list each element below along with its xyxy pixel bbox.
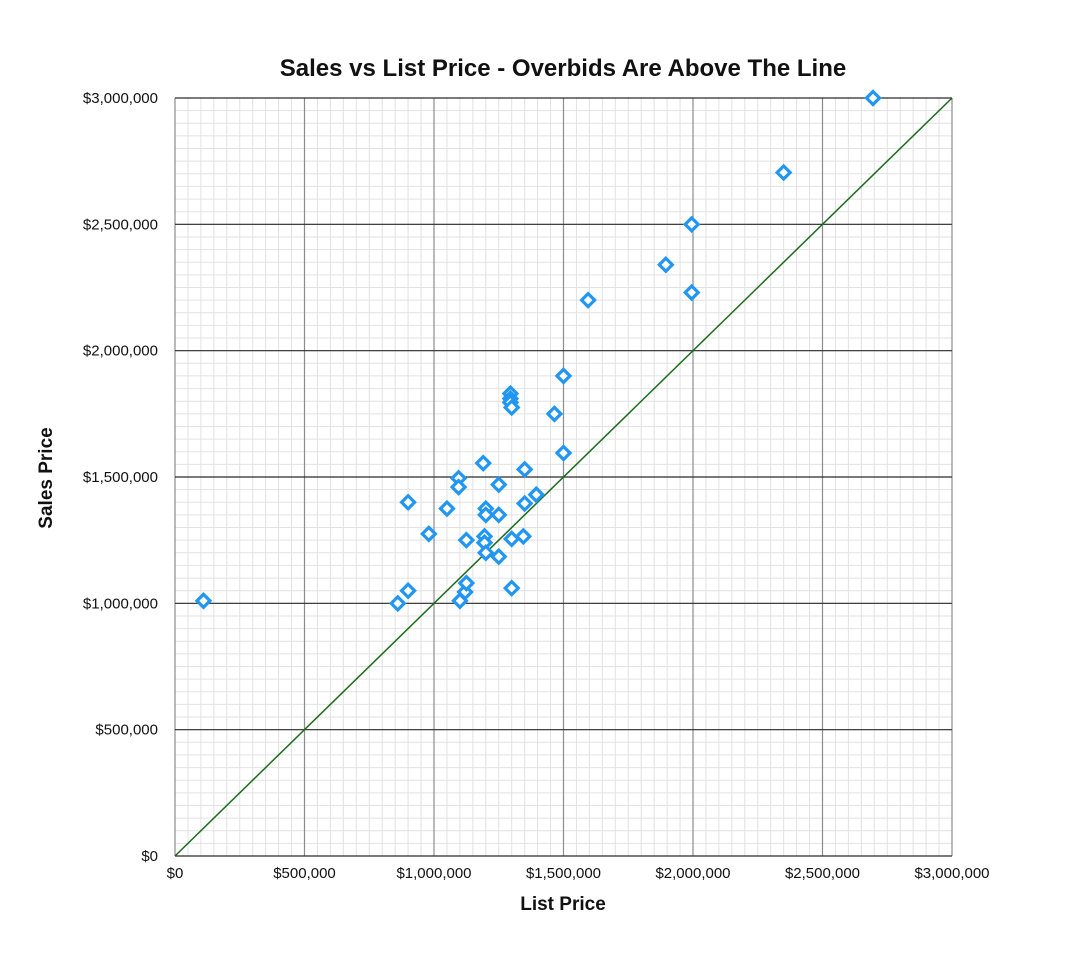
data-point [774,163,793,182]
data-point [527,485,546,504]
data-point [502,530,521,548]
data-point [682,283,701,302]
data-point [449,478,468,496]
x-tick-label: $500,000 [273,865,336,882]
chart-title: Sales vs List Price - Overbids Are Above… [280,55,846,82]
data-point [477,506,495,524]
data-point [864,89,882,107]
data-point [438,499,456,518]
x-tick-label: $2,000,000 [655,865,730,882]
data-point [554,367,573,385]
y-tick-label: $1,000,000 [83,595,158,612]
x-tick-label: $1,000,000 [396,865,471,882]
data-point [399,581,417,600]
y-tick-label: $0 [141,848,158,865]
data-point [515,494,534,513]
x-tick-label: $3,000,000 [914,865,989,882]
data-point [657,255,675,274]
x-tick-labels: $0 $500,000 $1,000,000 $1,500,000 $2,000,000… [167,865,990,882]
x-tick-label: $1,500,000 [526,865,601,882]
data-point [515,460,534,479]
data-point [457,574,476,592]
break-even-line [174,97,953,857]
x-axis-label: List Price [520,894,606,915]
y-tick-label: $1,500,000 [83,469,158,486]
data-point [194,592,213,610]
data-point [420,525,438,543]
data-point [457,531,476,549]
data-point [399,493,417,512]
data-point [474,454,492,472]
data-points [194,89,882,613]
y-tick-label: $2,500,000 [83,216,158,233]
data-point [502,398,521,417]
y-axis-label: Sales Price [36,427,57,528]
reference-line-group [174,97,953,857]
data-point [579,291,597,309]
y-tick-label: $500,000 [95,722,158,739]
data-point [554,444,573,462]
data-point [489,506,508,524]
data-point [502,579,521,597]
data-point [388,594,407,613]
data-point [682,215,701,234]
x-tick-label: $2,500,000 [785,865,860,882]
y-tick-label: $2,000,000 [83,343,158,360]
data-point [489,547,508,566]
x-tick-label: $0 [167,865,184,882]
data-point [545,405,564,423]
y-tick-label: $3,000,000 [83,90,158,107]
y-tick-labels: $0 $500,000 $1,000,000 $1,500,000 $2,000,000… [83,90,158,865]
data-point [477,544,495,562]
data-point [489,475,508,494]
data-point [514,527,533,546]
